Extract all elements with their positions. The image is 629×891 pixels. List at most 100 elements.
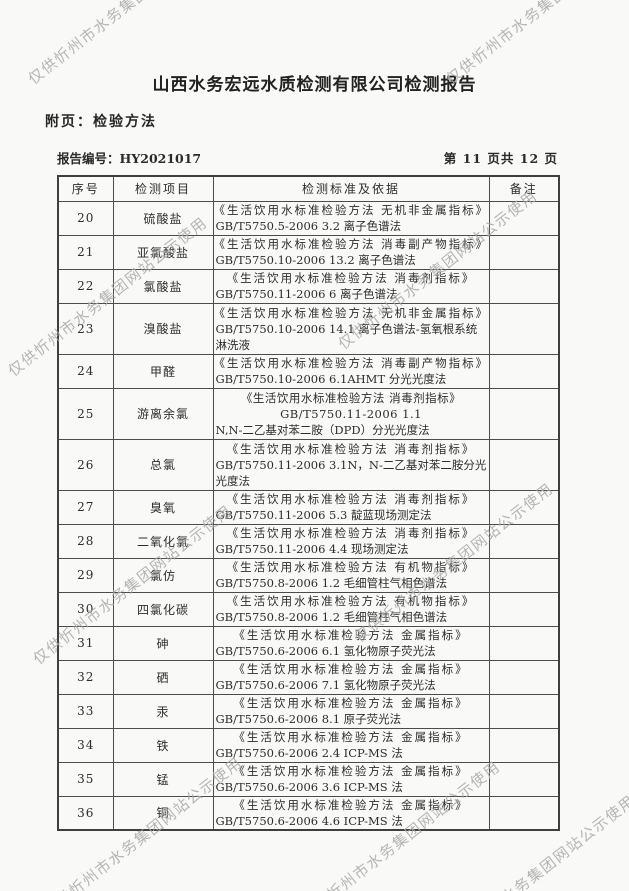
row-remark: [488, 693, 560, 729]
row-seq: 21: [57, 234, 114, 270]
standard-line: GB/T5750.6-2006 3.6 ICP-MS 法: [215, 780, 403, 794]
methods-table: 序号 检测项目 检测标准及依据 备注 20 硫酸盐 《生活饮用水标准检验方法 无机非…: [57, 175, 560, 831]
row-remark: [488, 625, 560, 661]
row-seq: 24: [57, 353, 114, 389]
row-test-item: 溴酸盐: [112, 302, 214, 355]
row-remark: [488, 438, 560, 491]
row-test-item: 硒: [112, 659, 214, 695]
table-row: 27 臭氧 《生活饮用水标准检验方法 消毒剂指标》 GB/T5750.11-2006 …: [57, 489, 560, 525]
standard-line: GB/T5750.8-2006 1.2 毛细管柱气相色谱法: [215, 610, 448, 624]
report-number-label: 报告编号：: [57, 151, 120, 166]
standard-line: 《生活饮用水标准检验方法 金属指标》: [233, 696, 469, 710]
row-seq: 20: [57, 200, 114, 236]
row-seq: 27: [57, 489, 114, 525]
table-row: 28 二氧化氯 《生活饮用水标准检验方法 消毒剂指标》 GB/T5750.11-200…: [57, 523, 560, 559]
standard-line: GB/T5750.11-2006 6 离子色谱法: [215, 287, 398, 301]
standard-line: GB/T5750.5-2006 3.2 离子色谱法: [215, 219, 402, 233]
table-row: 32 硒 《生活饮用水标准检验方法 金属指标》 GB/T5750.6-2006 7.1…: [57, 659, 560, 695]
row-test-item: 氯仿: [112, 557, 214, 593]
header-seq: 序号: [57, 175, 114, 202]
standard-line: GB/T5750.6-2006 8.1 原子荧光法: [215, 712, 402, 726]
row-remark: [488, 659, 560, 695]
row-seq: 32: [57, 659, 114, 695]
table-row: 34 铁 《生活饮用水标准检验方法 金属指标》 GB/T5750.6-2006 2.4…: [57, 727, 560, 763]
header-item: 检测项目: [112, 175, 214, 202]
standard-line: 《生活饮用水标准检验方法 金属指标》: [233, 764, 469, 778]
row-seq: 31: [57, 625, 114, 661]
standard-line: GB/T5750.11-2006 1.1: [280, 406, 422, 421]
header-standard: 检测标准及依据: [212, 175, 490, 202]
standard-line: 《生活饮用水标准检验方法 金属指标》: [233, 628, 469, 642]
row-standard: 《生活饮用水标准检验方法 有机物指标》 GB/T5750.8-2006 1.2 毛…: [212, 591, 490, 627]
standard-line: GB/T5750.6-2006 2.4 ICP-MS 法: [215, 746, 403, 760]
table-row: 26 总氯 《生活饮用水标准检验方法 消毒剂指标》 GB/T5750.11-2006 …: [57, 438, 560, 491]
table-row: 30 四氯化碳 《生活饮用水标准检验方法 有机物指标》 GB/T5750.8-2006…: [57, 591, 560, 627]
standard-line: 《生活饮用水标准检验方法 消毒剂指标》: [226, 492, 476, 506]
standard-line: 《生活饮用水标准检验方法 金属指标》: [233, 662, 469, 676]
row-standard: 《生活饮用水标准检验方法 消毒剂指标》 GB/T5750.11-2006 6 离子…: [212, 268, 490, 304]
report-number-value: HY2021017: [119, 151, 202, 166]
row-test-item: 总氯: [112, 438, 214, 491]
standard-line: GB/T5750.8-2006 1.2 毛细管柱气相色谱法: [215, 576, 448, 590]
row-test-item: 氯酸盐: [112, 268, 214, 304]
row-standard: 《生活饮用水标准检验方法 金属指标》 GB/T5750.6-2006 8.1 原子…: [212, 693, 490, 729]
standard-line: GB/T5750.10-2006 14.1 离子色谱法-氢氧根系统: [215, 321, 478, 336]
table-row: 36 铜《生活饮用水标准检验方法 金属指标》 GB/T5750.6-2006 4.6…: [57, 795, 560, 831]
row-standard: 《生活饮用水标准检验方法 消毒副产物指标》 GB/T5750.10-2006 13…: [212, 234, 490, 270]
table-row: 29 氯仿 《生活饮用水标准检验方法 有机物指标》 GB/T5750.8-2006 1…: [57, 557, 560, 593]
row-test-item: 亚氯酸盐: [112, 234, 214, 270]
row-test-item: 四氯化碳: [112, 591, 214, 627]
row-standard: 《生活饮用水标准检验方法 消毒副产物指标》 GB/T5750.10-2006 6.…: [212, 353, 490, 389]
standard-line: GB/T5750.10-2006 6.1AHMT 分光光度法: [215, 372, 447, 386]
row-seq: 34: [57, 727, 114, 763]
table-header-row: 序号 检测项目 检测标准及依据 备注: [57, 175, 560, 202]
row-standard: 《生活饮用水标准检验方法 消毒剂指标》 GB/T5750.11-2006 5.3 …: [212, 489, 490, 525]
row-standard: 《生活饮用水标准检验方法 无机非金属指标》 GB/T5750.5-2006 3.2…: [212, 200, 490, 236]
row-remark: [488, 557, 560, 593]
row-standard: 《生活饮用水标准检验方法 金属指标》 GB/T5750.6-2006 4.6 IC…: [212, 795, 490, 831]
row-seq: 35: [57, 761, 114, 797]
row-test-item: 锰: [112, 761, 214, 797]
row-remark: [488, 761, 560, 797]
row-seq: 23: [57, 302, 114, 355]
header-remark: 备注: [488, 175, 560, 202]
standard-line: 《生活饮用水标准检验方法 金属指标》: [233, 797, 469, 812]
standard-line: GB/T5750.11-2006 3.1N，N-二乙基对苯二胺分光: [215, 457, 487, 472]
report-meta-row: 报告编号：HY2021017 第 11 页共 12 页: [57, 148, 558, 167]
standard-line: GB/T5750.11-2006 4.4 现场测定法: [215, 542, 409, 556]
row-seq: 25: [57, 387, 114, 440]
row-test-item: 硫酸盐: [112, 200, 214, 236]
row-remark: [488, 489, 560, 525]
standard-line: GB/T5750.11-2006 5.3 靛蓝现场测定法: [215, 508, 432, 522]
row-standard: 《生活饮用水标准检验方法 金属指标》 GB/T5750.6-2006 2.4 IC…: [212, 727, 490, 763]
row-remark: [488, 387, 560, 440]
table-row: 22 氯酸盐 《生活饮用水标准检验方法 消毒剂指标》 GB/T5750.11-2006…: [57, 268, 560, 304]
row-remark: [488, 591, 560, 627]
row-standard: 《生活饮用水标准检验方法 无机非金属指标》 GB/T5750.10-2006 14…: [212, 302, 490, 355]
row-seq: 29: [57, 557, 114, 593]
standard-line: 《生活饮用水标准检验方法 有机物指标》: [226, 560, 476, 574]
standard-line: 《生活饮用水标准检验方法 消毒副产物指标》: [213, 356, 490, 370]
table-row: 21 亚氯酸盐 《生活饮用水标准检验方法 消毒副产物指标》 GB/T5750.10-2…: [57, 234, 560, 270]
row-remark: [488, 523, 560, 559]
standard-line: 淋洗液: [215, 337, 251, 352]
standard-line: GB/T5750.6-2006 4.6 ICP-MS 法: [215, 813, 403, 828]
row-test-item: 甲醛: [112, 353, 214, 389]
report-number: 报告编号：HY2021017: [57, 148, 201, 167]
row-standard: 《生活饮用水标准检验方法 消毒剂指标》 GB/T5750.11-2006 4.4 …: [212, 523, 490, 559]
standard-line: 《生活饮用水标准检验方法 消毒剂指标》: [240, 390, 462, 405]
row-seq: 28: [57, 523, 114, 559]
row-test-item: 铁: [112, 727, 214, 763]
row-standard: 《生活饮用水标准检验方法 消毒剂指标》 GB/T5750.11-2006 3.1N…: [212, 438, 490, 491]
standard-line: GB/T5750.6-2006 7.1 氢化物原子荧光法: [215, 678, 436, 692]
table-row: 25 游离余氯 《生活饮用水标准检验方法 消毒剂指标》 GB/T5750.11-200…: [57, 387, 560, 440]
table-row: 31 砷 《生活饮用水标准检验方法 金属指标》 GB/T5750.6-2006 6.1…: [57, 625, 560, 661]
row-remark: [488, 234, 560, 270]
row-remark: [488, 200, 560, 236]
standard-line: 《生活饮用水标准检验方法 有机物指标》: [226, 594, 476, 608]
standard-line: N,N-二乙基对苯二胺（DPD）分光光度法: [215, 422, 430, 437]
row-seq: 30: [57, 591, 114, 627]
row-test-item: 臭氧: [112, 489, 214, 525]
row-remark: [488, 727, 560, 763]
